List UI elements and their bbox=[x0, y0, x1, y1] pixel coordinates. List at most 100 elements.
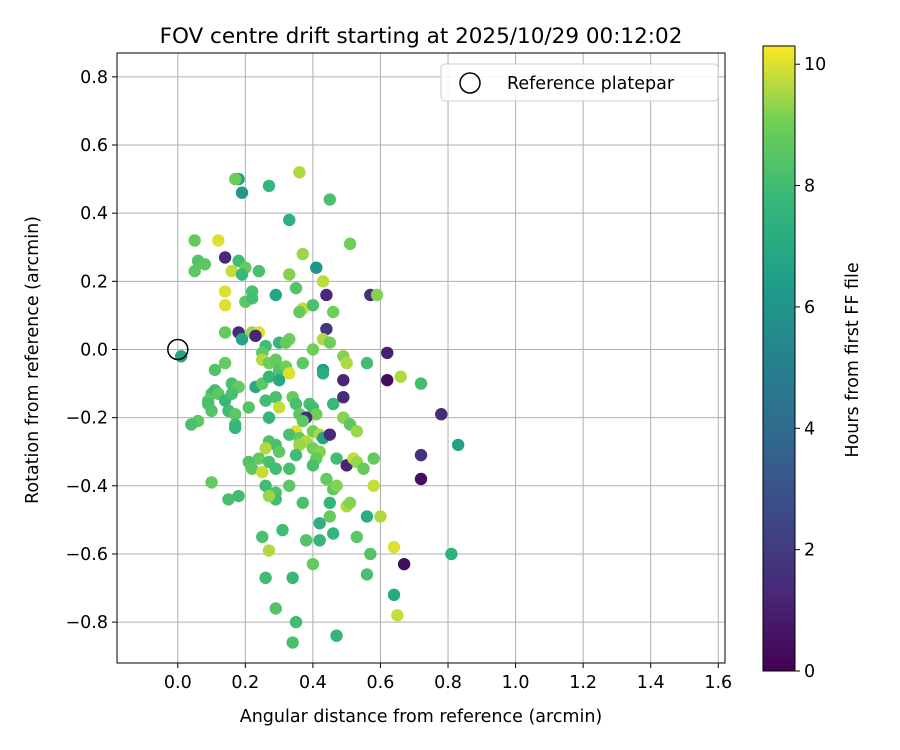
data-point bbox=[296, 247, 309, 261]
y-tick-label: 0.6 bbox=[80, 136, 108, 156]
data-point bbox=[451, 438, 465, 452]
data-point bbox=[397, 557, 411, 571]
data-point bbox=[218, 285, 232, 298]
data-point bbox=[259, 442, 272, 455]
y-tick-label: 0.0 bbox=[80, 340, 108, 360]
data-point bbox=[296, 356, 309, 370]
data-point bbox=[198, 258, 212, 271]
data-point bbox=[272, 445, 286, 458]
data-point bbox=[323, 510, 336, 523]
data-point bbox=[229, 172, 242, 186]
data-point bbox=[306, 343, 320, 356]
data-point bbox=[256, 465, 269, 479]
data-point bbox=[360, 356, 374, 370]
data-point bbox=[414, 472, 428, 486]
data-point bbox=[337, 390, 350, 404]
data-point bbox=[313, 517, 326, 530]
data-point bbox=[212, 234, 225, 247]
data-point bbox=[326, 527, 340, 540]
data-point bbox=[235, 333, 249, 346]
colorbar-label: Hours from first FF file bbox=[843, 262, 863, 457]
data-point bbox=[252, 452, 266, 465]
data-point bbox=[283, 367, 296, 380]
data-point bbox=[326, 397, 340, 411]
y-tick-label: −0.4 bbox=[66, 477, 109, 497]
data-point bbox=[286, 571, 299, 585]
colorbar: 0 2 4 6 8 10 Hours from first FF file bbox=[762, 45, 863, 682]
data-point bbox=[259, 394, 272, 407]
x-tick-label: 1.2 bbox=[569, 673, 597, 693]
data-point bbox=[286, 636, 299, 649]
data-point bbox=[296, 496, 309, 510]
data-point bbox=[414, 377, 428, 390]
data-point bbox=[387, 540, 401, 554]
data-point bbox=[269, 390, 282, 404]
x-tick-label: 1.6 bbox=[704, 673, 732, 693]
data-point bbox=[289, 397, 303, 411]
reference-platepar-marker bbox=[167, 338, 189, 361]
data-point bbox=[316, 367, 330, 380]
x-axis-label: Angular distance from reference (arcmin) bbox=[240, 707, 603, 727]
colorbar-tick-label: 2 bbox=[804, 541, 815, 561]
data-point bbox=[330, 479, 343, 492]
data-point bbox=[323, 496, 336, 510]
data-point bbox=[272, 373, 286, 387]
data-point bbox=[283, 479, 296, 492]
x-tick-label: 0.6 bbox=[367, 673, 395, 693]
data-point bbox=[367, 452, 380, 465]
data-point bbox=[205, 476, 218, 489]
data-point bbox=[330, 452, 343, 465]
data-point bbox=[272, 401, 286, 414]
data-point bbox=[218, 298, 232, 312]
data-point bbox=[218, 251, 232, 264]
data-point bbox=[245, 292, 259, 305]
y-tick-label: −0.6 bbox=[66, 545, 109, 565]
data-point bbox=[262, 489, 276, 503]
data-point bbox=[208, 363, 222, 377]
data-point bbox=[225, 387, 239, 400]
data-point bbox=[276, 523, 289, 537]
data-point bbox=[232, 489, 245, 503]
y-tick-label: 0.2 bbox=[80, 272, 108, 292]
data-point bbox=[435, 408, 448, 421]
data-point bbox=[340, 356, 353, 370]
data-point bbox=[279, 336, 293, 349]
data-point bbox=[364, 547, 377, 561]
data-point bbox=[323, 336, 336, 349]
data-point bbox=[326, 305, 340, 319]
data-point bbox=[357, 462, 370, 475]
grid bbox=[117, 53, 725, 663]
y-axis-label: Rotation from reference (arcmin) bbox=[23, 216, 43, 504]
data-point bbox=[205, 404, 218, 418]
legend-box bbox=[440, 63, 719, 102]
colorbar-tick-label: 6 bbox=[804, 298, 815, 318]
data-point bbox=[283, 213, 296, 227]
legend: Reference platepar bbox=[440, 63, 719, 102]
data-point bbox=[299, 534, 313, 547]
data-point bbox=[259, 571, 272, 585]
colorbar-tick-label: 4 bbox=[804, 419, 815, 439]
data-point bbox=[262, 179, 276, 193]
data-point bbox=[252, 264, 266, 278]
chart-title: FOV centre drift starting at 2025/10/29 … bbox=[160, 24, 683, 49]
data-point bbox=[256, 530, 269, 544]
x-tick-label: 1.4 bbox=[637, 673, 665, 693]
colorbar-tick-label: 10 bbox=[804, 55, 826, 75]
data-point bbox=[310, 408, 323, 421]
legend-label: Reference platepar bbox=[507, 74, 675, 94]
data-point bbox=[269, 288, 282, 302]
colorbar-tick-label: 8 bbox=[804, 177, 815, 197]
data-point bbox=[337, 373, 350, 387]
scatter-points bbox=[174, 166, 465, 649]
data-point bbox=[306, 298, 320, 312]
data-point bbox=[245, 462, 259, 475]
x-tick-label: 1.0 bbox=[502, 673, 530, 693]
data-point bbox=[350, 425, 364, 438]
data-point bbox=[330, 629, 343, 642]
data-point bbox=[269, 462, 282, 475]
data-point bbox=[283, 428, 296, 441]
data-point bbox=[289, 281, 303, 295]
x-tick-label: 0.2 bbox=[231, 673, 259, 693]
data-point bbox=[414, 448, 428, 462]
data-point bbox=[269, 353, 282, 366]
